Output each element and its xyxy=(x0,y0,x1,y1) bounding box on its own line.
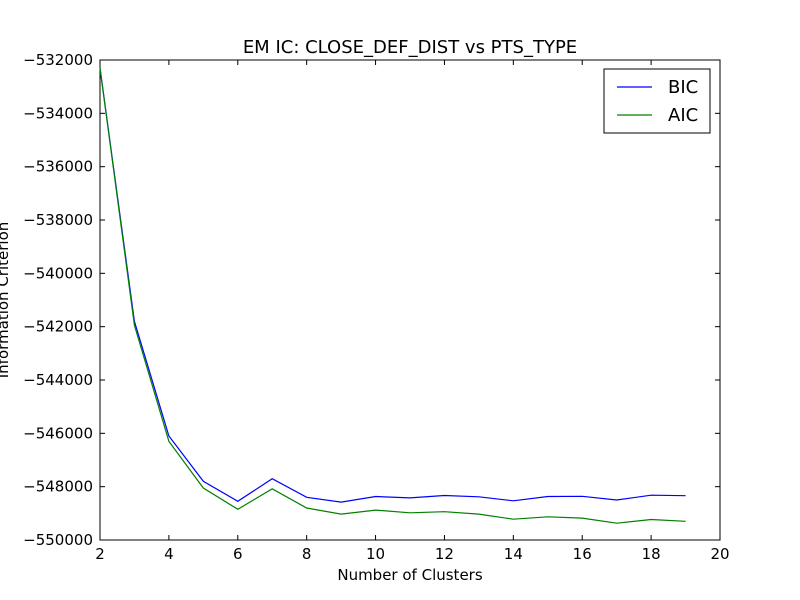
x-tick-label: 14 xyxy=(504,545,523,563)
y-axis-label: Information Criterion xyxy=(0,222,12,379)
y-tick-label: −532000 xyxy=(23,51,93,69)
y-tick-label: −540000 xyxy=(23,264,93,282)
y-tick-label: −550000 xyxy=(23,531,93,549)
series-line-bic xyxy=(99,67,686,503)
y-tick-label: −538000 xyxy=(23,211,93,229)
y-tick-label: −548000 xyxy=(23,478,93,496)
legend-label-aic: AIC xyxy=(668,105,698,126)
x-tick-label: 16 xyxy=(573,545,592,563)
tick-marks xyxy=(99,59,721,541)
y-tick-label: −542000 xyxy=(23,318,93,336)
y-tick-label: −534000 xyxy=(23,104,93,122)
y-tick-label: −544000 xyxy=(23,371,93,389)
legend: BIC AIC xyxy=(603,68,711,134)
legend-box xyxy=(603,68,711,134)
data-series xyxy=(99,67,686,524)
x-tick-label: 18 xyxy=(642,545,661,563)
series-line-aic xyxy=(99,67,686,524)
plot-area xyxy=(99,59,721,541)
legend-label-bic: BIC xyxy=(668,77,698,98)
x-tick-label: 10 xyxy=(366,545,385,563)
x-axis-label: Number of Clusters xyxy=(337,566,482,584)
y-tick-label: −546000 xyxy=(23,424,93,442)
x-tick-label: 6 xyxy=(233,545,243,563)
chart-title: EM IC: CLOSE_DEF_DIST vs PTS_TYPE xyxy=(243,37,577,58)
x-tick-label: 8 xyxy=(302,545,312,563)
x-tick-label: 12 xyxy=(435,545,454,563)
x-tick-label: 20 xyxy=(710,545,729,563)
tick-labels: 2 4 6 8 10 12 14 16 18 20 −532000 −534000 −536000 −53… xyxy=(23,51,729,563)
x-tick-label: 4 xyxy=(164,545,174,563)
y-tick-label: −536000 xyxy=(23,158,93,176)
x-tick-label: 2 xyxy=(95,545,105,563)
